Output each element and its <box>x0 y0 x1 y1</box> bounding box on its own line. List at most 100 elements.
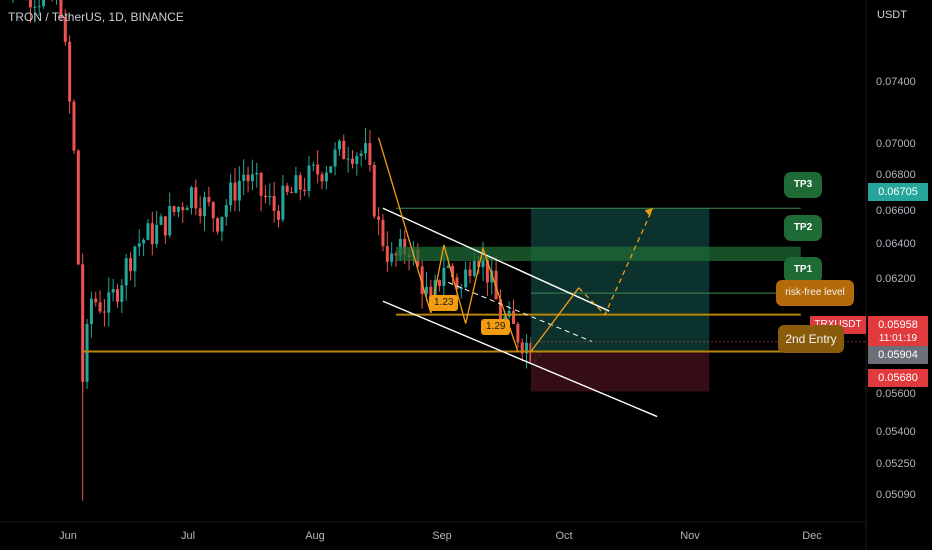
candle-body <box>242 174 246 181</box>
candle-body <box>498 299 502 323</box>
candle-body <box>224 205 228 217</box>
candle-body <box>464 269 468 288</box>
candle-body <box>298 175 302 190</box>
candle-body <box>377 216 381 220</box>
candle-body <box>176 206 180 212</box>
candle-body <box>442 267 446 286</box>
price-tick: 0.05090 <box>876 489 916 501</box>
candle-body <box>85 324 89 382</box>
time-tick: Sep <box>432 530 452 542</box>
projection-arrowhead <box>644 208 653 217</box>
price-tick: 0.07400 <box>876 76 916 88</box>
candle-body <box>329 166 333 173</box>
candle-body <box>37 6 41 8</box>
candle-body <box>185 208 189 211</box>
candle-body <box>216 218 220 232</box>
candle-body <box>316 164 320 175</box>
candle-body <box>102 311 106 313</box>
entry-price-tag: 0.05904 <box>868 346 928 364</box>
candle-body <box>429 286 433 296</box>
candle-body <box>324 172 328 182</box>
candle-body <box>220 216 224 232</box>
tp3-label[interactable]: TP3 <box>784 172 822 198</box>
candle-body <box>320 174 324 182</box>
price-tick: 0.06600 <box>876 205 916 217</box>
projection-leg-1 <box>530 287 580 352</box>
candle-body <box>342 140 346 160</box>
loss-zone <box>530 351 710 392</box>
candle-body <box>137 243 141 247</box>
candle-body <box>494 270 498 300</box>
candle-body <box>246 174 250 182</box>
candle-body <box>133 246 137 272</box>
candle-body <box>203 196 207 217</box>
candle-body <box>346 158 350 160</box>
price-tick: 0.06400 <box>876 238 916 250</box>
candle-body <box>150 223 154 245</box>
candle-body <box>477 260 481 268</box>
candle-body <box>337 140 341 150</box>
candle-body <box>472 260 476 276</box>
time-tick: Jul <box>180 530 196 542</box>
time-tick: Nov <box>680 530 700 542</box>
candle-body <box>364 143 368 154</box>
tp1-label[interactable]: TP1 <box>784 257 822 283</box>
candle-body <box>229 182 233 206</box>
channel-mid-dashed <box>448 281 593 342</box>
candle-body <box>490 270 494 283</box>
candle-body <box>120 285 124 302</box>
candle-body <box>33 6 37 8</box>
candle-body <box>468 269 472 276</box>
candle-body <box>516 323 520 343</box>
candle-body <box>420 266 424 294</box>
plot-area <box>0 0 867 550</box>
tp2-label[interactable]: TP2 <box>784 215 822 241</box>
price-tick: 0.07000 <box>876 138 916 150</box>
time-tick: Dec <box>802 530 822 542</box>
candle-body <box>294 175 298 193</box>
countdown-tag: 11:01:19 <box>868 330 928 348</box>
price-tick: 0.06200 <box>876 273 916 285</box>
candle-body <box>68 41 72 102</box>
candle-body <box>181 206 185 211</box>
candle-body <box>107 292 111 313</box>
candle-body <box>155 224 159 245</box>
second-entry-note[interactable]: 2nd Entry <box>778 325 844 353</box>
candle-body <box>63 17 67 42</box>
risk-free-note[interactable]: risk-free level <box>776 280 854 306</box>
candle-body <box>233 182 237 201</box>
candle-body <box>311 164 315 166</box>
candle-body <box>272 195 276 211</box>
candle-body <box>303 189 307 191</box>
candle-body <box>359 153 363 157</box>
candle-body <box>237 180 241 201</box>
candle-body <box>159 216 163 225</box>
price-tick: 0.05250 <box>876 458 916 470</box>
candle-body <box>207 196 211 203</box>
channel-lower-line <box>382 300 658 418</box>
candle-body <box>385 246 389 262</box>
candle-body <box>42 0 46 7</box>
candle-body <box>163 216 167 236</box>
candle-body <box>115 289 119 302</box>
candle-body <box>268 195 272 198</box>
candle-body <box>146 223 150 240</box>
candle-body <box>525 342 529 354</box>
candle-body <box>198 208 202 217</box>
candle-body <box>211 202 215 219</box>
candle-body <box>194 187 198 209</box>
candle-body <box>94 298 98 303</box>
candle-body <box>481 257 485 268</box>
time-tick: Oct <box>555 530 573 542</box>
symbol-title[interactable]: TRON / TetherUS, 1D, BINANCE <box>8 10 184 24</box>
candle-body <box>98 302 102 312</box>
candle-body <box>81 264 85 382</box>
candle-body <box>277 210 281 220</box>
candle-body <box>28 0 32 8</box>
candle-body <box>520 342 524 354</box>
channel-upper-line <box>382 207 610 312</box>
tp2-band <box>396 246 801 261</box>
time-tick: Aug <box>305 530 325 542</box>
candle-body <box>142 239 146 244</box>
